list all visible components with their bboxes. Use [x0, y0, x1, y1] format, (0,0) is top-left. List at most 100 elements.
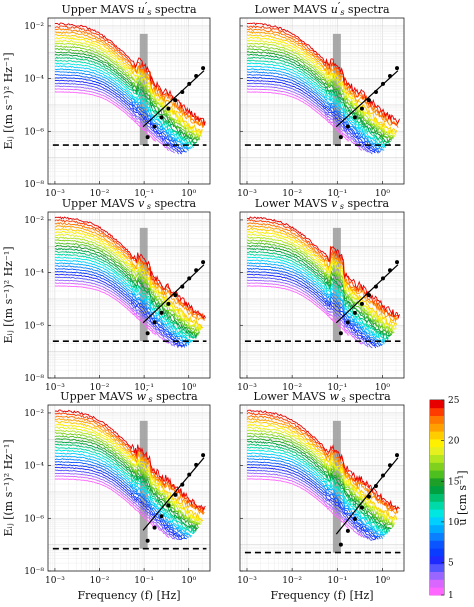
spectrum-series	[246, 452, 387, 535]
colorbar-swatch	[430, 579, 444, 588]
panel-title: Upper MAVS v′s spectra	[62, 194, 197, 211]
panel-title: Upper MAVS u′s spectra	[61, 0, 197, 17]
x-tick-label: 10⁻¹	[134, 189, 154, 199]
cutoff-point	[173, 492, 178, 497]
colorbar-label: ū [cm s⁻¹]	[456, 470, 469, 525]
cutoff-point	[194, 268, 199, 273]
title-part: s	[340, 202, 344, 211]
spectrum-series	[247, 472, 369, 540]
wave-band	[139, 420, 148, 549]
cutoff-point	[395, 66, 400, 71]
cutoff-point	[380, 81, 385, 86]
spectrum-series	[54, 42, 201, 138]
spectrum-series	[246, 262, 385, 345]
y-tick-label: 10⁻⁴	[24, 75, 44, 85]
spectrum-series	[246, 62, 388, 148]
spectrum-series	[54, 219, 205, 320]
spectrum-series	[54, 47, 200, 141]
reference-slope-line	[142, 264, 205, 324]
y-tick-label: 10⁻⁸	[24, 180, 44, 190]
x-tick-label: 10⁰	[181, 383, 196, 393]
colorbar-tick-label: 1	[448, 591, 454, 601]
x-axis-label: Frequency (f) [Hz]	[77, 589, 180, 602]
spectrum-series	[54, 56, 196, 145]
spectrum-series	[54, 409, 206, 511]
title-part: spectra	[344, 197, 390, 210]
title-part: ′	[144, 194, 147, 207]
x-tick-label: 10⁻³	[45, 383, 65, 393]
title-part: s	[148, 395, 152, 404]
colorbar-swatch	[430, 446, 444, 455]
cutoff-point	[159, 514, 164, 519]
spectrum-series	[246, 282, 363, 345]
spectrum-series	[54, 228, 204, 329]
wave-band	[332, 227, 341, 342]
spectrum-series	[54, 82, 180, 155]
spectrum-series	[247, 469, 373, 541]
panel-title: Upper MAVS w′s spectra	[60, 387, 198, 404]
colorbar-tick-label: 5	[448, 559, 454, 569]
title-part: w	[137, 390, 147, 403]
spectrum-series	[54, 53, 197, 144]
spectrum-series	[246, 242, 394, 336]
cutoff-point	[152, 124, 157, 129]
spectrum-series	[54, 22, 206, 126]
spectrum-series	[54, 432, 201, 526]
spectrum-series	[246, 461, 381, 539]
colorbar-swatch	[430, 532, 444, 541]
spectrum-series	[246, 76, 379, 154]
series-group	[54, 216, 206, 349]
spectrum-series	[54, 91, 156, 142]
spectrum-series	[54, 420, 204, 522]
panel-5: Upper MAVS w′s spectra 10⁻³ 10⁻² 10⁻¹ 10⁰ 10⁻…	[2, 387, 211, 602]
spectrum-series	[246, 71, 383, 151]
colorbar-swatch	[430, 454, 444, 463]
title-part: ′	[337, 194, 340, 207]
wave-band	[139, 227, 148, 342]
spectrum-series	[54, 449, 194, 534]
cutoff-point	[359, 106, 364, 111]
colorbar-swatch	[430, 478, 444, 487]
x-tick-label: 10⁻²	[90, 383, 110, 393]
spectrum-series	[54, 463, 185, 540]
spectrum-series	[246, 259, 387, 343]
cutoff-point	[180, 482, 185, 487]
spectrum-series	[54, 466, 183, 540]
spectrum-series	[54, 239, 201, 334]
reference-slope-line	[335, 264, 399, 324]
x-tick-label: 10⁰	[181, 576, 196, 586]
title-part: ′	[146, 387, 149, 400]
x-tick-label: 10⁻³	[45, 576, 65, 586]
spectrum-series	[54, 270, 186, 348]
colorbar-swatch	[430, 571, 444, 580]
cutoff-point	[159, 115, 164, 120]
spectrum-series	[54, 28, 205, 128]
reference-slope-line	[142, 70, 205, 128]
spectrum-series	[246, 36, 397, 136]
spectrum-series	[54, 256, 194, 342]
cutoff-point	[345, 320, 350, 325]
x-tick-label: 10⁰	[375, 576, 390, 586]
cutoff-point	[373, 89, 378, 94]
spectrum-series	[246, 423, 397, 521]
spectrum-series	[246, 411, 400, 512]
spectrum-series	[54, 68, 191, 150]
x-tick-label: 10⁰	[181, 189, 196, 199]
spectrum-series	[246, 417, 398, 515]
series-group	[54, 409, 206, 540]
series-group	[246, 216, 400, 349]
spectrum-series	[246, 216, 400, 320]
y-tick-label: 10⁻⁸	[24, 374, 44, 384]
y-tick-label: 10⁻²	[24, 22, 44, 32]
x-tick-label: 10⁻³	[45, 189, 65, 199]
spectrum-series	[246, 279, 369, 348]
y-tick-label: 10⁻⁶	[24, 514, 44, 524]
cutoff-point	[145, 331, 150, 336]
x-tick-label: 10⁻²	[90, 189, 110, 199]
panel-3: Upper MAVS v′s spectra 10⁻³ 10⁻² 10⁻¹ 10⁰ 10⁻…	[2, 194, 211, 393]
spectrum-series	[246, 438, 392, 529]
title-part: ′	[145, 0, 148, 13]
cutoff-point	[352, 115, 357, 120]
y-tick-label: 10⁻⁶	[24, 127, 44, 137]
spectrum-series	[54, 415, 205, 515]
